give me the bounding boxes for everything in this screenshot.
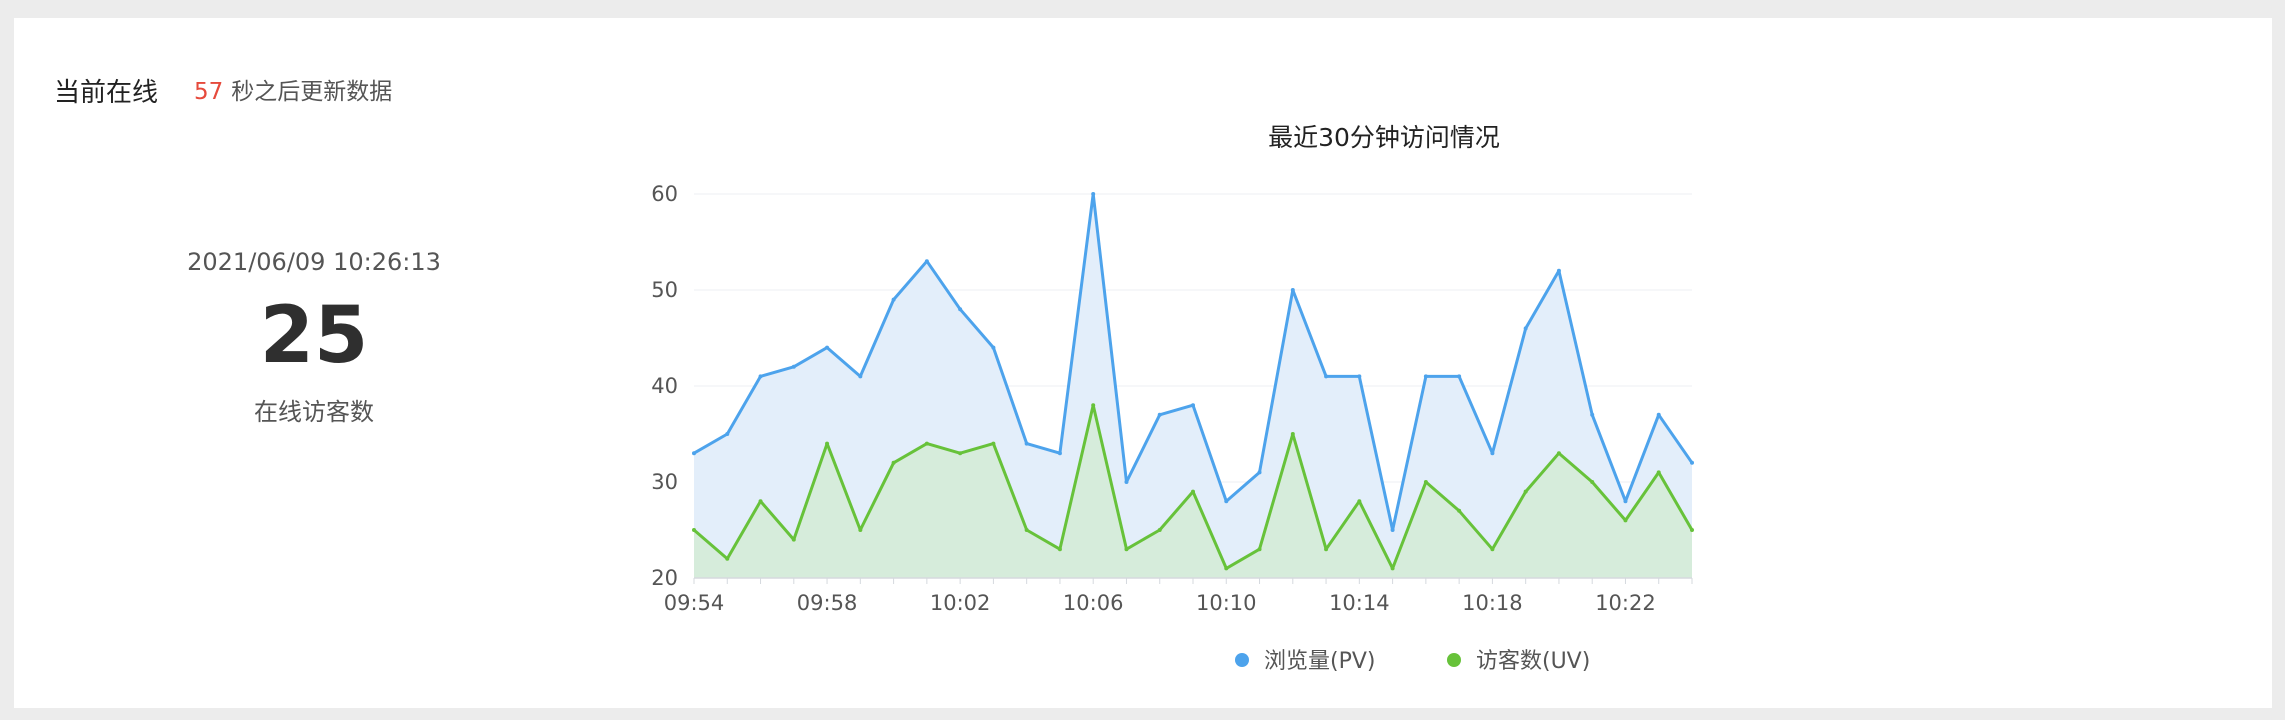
countdown-text: 秒之后更新数据	[231, 79, 393, 105]
series-0-point	[1623, 499, 1628, 504]
series-1-point	[1191, 489, 1195, 494]
x-tick-label: 09:58	[797, 591, 858, 615]
series-0-point	[1690, 460, 1694, 465]
series-1-point	[1656, 470, 1661, 475]
series-0-point	[1157, 412, 1162, 417]
chart-legend: 浏览量(PV) 访客数(UV)	[1235, 649, 1590, 674]
online-visitors-card: 当前在线 57 秒之后更新数据 2021/06/09 10:26:13 25 在线…	[14, 18, 2272, 708]
series-0-point	[1124, 480, 1129, 484]
series-1-point	[891, 460, 896, 465]
legend-label-1[interactable]: 访客数(UV)	[1476, 649, 1590, 674]
refresh-countdown: 57 秒之后更新数据	[194, 72, 392, 106]
online-summary: 2021/06/09 10:26:13 25 在线访客数	[164, 248, 464, 427]
series-0-point	[1423, 374, 1428, 379]
x-tick-label: 10:10	[1196, 591, 1257, 615]
series-0-point	[891, 297, 896, 302]
series-1-point	[1257, 547, 1262, 552]
series-1-point	[791, 537, 796, 542]
series-0-point	[1390, 528, 1395, 532]
series-1-point	[692, 528, 696, 532]
series-1-point	[1523, 489, 1528, 494]
x-tick-label: 10:06	[1063, 591, 1124, 615]
series-0-point	[1257, 470, 1262, 475]
legend-marker-1[interactable]	[1447, 653, 1461, 667]
series-1-point	[725, 556, 730, 561]
series-0-point	[958, 307, 963, 312]
series-1-point	[1623, 518, 1628, 523]
series-0-point	[825, 345, 830, 350]
series-1-point	[1290, 432, 1295, 436]
series-1-point	[1324, 547, 1329, 552]
x-tick-label: 09:54	[664, 591, 725, 615]
x-tick-label: 10:18	[1462, 591, 1523, 615]
series-0-point	[1590, 412, 1595, 417]
series-0-point	[1091, 192, 1096, 196]
series-1-point	[1091, 403, 1096, 408]
series-0-point	[924, 259, 929, 264]
series-1-point	[1057, 547, 1062, 552]
current-datetime: 2021/06/09 10:26:13	[187, 248, 441, 276]
series-1-point	[758, 499, 763, 504]
series-1-point	[958, 451, 963, 456]
series-1-point	[1457, 508, 1462, 513]
chart-lines	[692, 192, 1694, 571]
series-0-point	[791, 364, 796, 369]
series-1-point	[1357, 499, 1362, 504]
countdown-seconds: 57	[194, 79, 224, 105]
x-tick-label: 10:02	[930, 591, 991, 615]
chart-title: 最近30分钟访问情况	[1268, 123, 1500, 152]
series-1-point	[1556, 451, 1561, 456]
y-tick-label: 20	[651, 566, 678, 590]
series-1-point	[825, 441, 830, 446]
legend-label-0[interactable]: 浏览量(PV)	[1264, 649, 1375, 674]
x-tick-label: 10:22	[1595, 591, 1656, 615]
series-1-point	[1024, 528, 1029, 532]
series-1-point	[1423, 480, 1428, 484]
series-0-point	[1556, 268, 1561, 273]
series-1-point	[991, 441, 996, 446]
series-0-point	[758, 374, 763, 379]
series-1-point	[1590, 480, 1595, 484]
series-0-point	[1191, 403, 1195, 408]
card-title: 当前在线	[54, 78, 159, 108]
series-1-point	[1124, 547, 1129, 552]
series-1-point	[1224, 566, 1229, 571]
chart-axis: 20 30 40 50 60 09:54 09:58 10:02 10:06 10:10 10:14…	[651, 182, 1693, 615]
series-1-point	[1390, 566, 1395, 571]
series-1-point	[1690, 528, 1694, 532]
series-0-point	[1324, 374, 1329, 379]
series-1-point	[1157, 528, 1162, 532]
series-0-point	[1523, 326, 1528, 331]
series-1-point	[1490, 547, 1495, 552]
series-1-point	[858, 528, 863, 532]
series-0-point	[1057, 451, 1062, 456]
legend-marker-0[interactable]	[1235, 653, 1249, 667]
series-0-point	[1290, 288, 1295, 292]
series-0-point	[991, 345, 996, 350]
series-0-point	[858, 374, 863, 379]
series-0-point	[1224, 499, 1229, 504]
online-count-label: 在线访客数	[254, 397, 374, 426]
series-0-point	[1457, 374, 1462, 379]
series-0-point	[1656, 412, 1661, 417]
y-tick-label: 50	[651, 278, 678, 302]
y-tick-label: 60	[651, 182, 678, 206]
y-tick-label: 40	[651, 374, 678, 398]
visits-chart: 最近30分钟访问情况 20 30 40 50 60 09:54 09:58 10:02 10:0…	[651, 123, 1694, 674]
y-tick-label: 30	[651, 470, 678, 494]
series-0-point	[725, 432, 730, 436]
online-count: 25	[259, 291, 369, 381]
series-0-point	[1490, 451, 1495, 456]
x-tick-label: 10:14	[1329, 591, 1390, 615]
series-0-point	[1357, 374, 1362, 379]
series-0-point	[692, 451, 696, 456]
series-0-point	[1024, 441, 1029, 446]
series-1-point	[924, 441, 929, 446]
